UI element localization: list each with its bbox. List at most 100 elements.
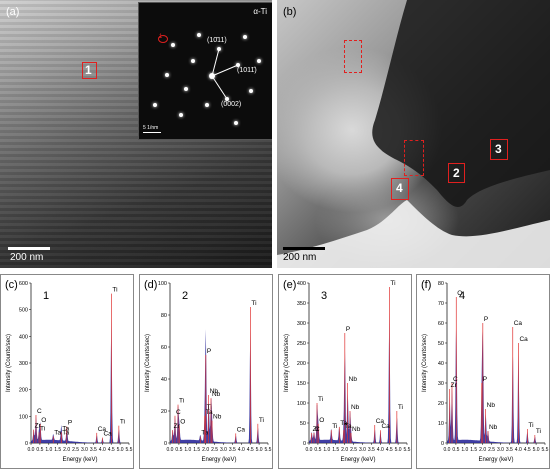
peak-label: Ti (40, 425, 45, 432)
y-tick-label: 250 (297, 341, 306, 347)
y-tick-label: 40 (161, 377, 167, 383)
peak-label: C (453, 376, 458, 383)
y-tick-label: 200 (297, 361, 306, 367)
y-tick-label: 400 (19, 334, 28, 340)
x-tick-label: 5.5 (265, 447, 272, 453)
diffraction-spot (165, 73, 169, 77)
eds-spectrum-e: (e) 0 50 100 150 200 250 300 350 400 0.0 0.5 1.0 1.5 2… (278, 274, 412, 469)
y-tick-label: 60 (438, 321, 444, 327)
peak-label: Ta (340, 420, 347, 427)
diffraction-spot (205, 103, 209, 107)
peak-label: Nb (352, 426, 361, 433)
x-tick-label: 5.5 (126, 447, 133, 453)
y-tick-label: 20 (438, 401, 444, 407)
roi-box-dashed-mid (404, 140, 424, 176)
x-axis-label: Energy (keV) (478, 457, 513, 463)
peak-label: Ti (120, 419, 125, 426)
diffraction-spot (234, 121, 238, 125)
roi-box-1 (82, 62, 97, 79)
tem-image-a: (a) 1 α-Ti 1 (10̄11) (0, 0, 272, 268)
x-tick-label: 0.5 (36, 447, 43, 453)
x-tick-label: 1.0 (184, 447, 191, 453)
y-axis-label: Intensity (Counts/sec) (6, 334, 12, 392)
y-tick-label: 0 (441, 441, 444, 447)
x-tick-label: 4.5 (108, 447, 115, 453)
peak-label: Ti (259, 417, 264, 424)
peak-label: O (319, 417, 324, 424)
scale-bar-a (8, 247, 50, 250)
roi-box-4 (391, 178, 409, 200)
y-tick-label: 350 (297, 301, 306, 307)
peak-label: Ta (54, 429, 61, 436)
x-tick-label: 4.0 (238, 447, 245, 453)
peak-label: Ti (112, 287, 117, 294)
x-tick-label: 3.0 (497, 447, 504, 453)
x-tick-label: 3.5 (506, 447, 513, 453)
y-tick-label: 0 (303, 441, 306, 447)
x-tick-label: 2.0 (479, 447, 486, 453)
x-tick-label: 1.5 (193, 447, 200, 453)
peak-label: Ti (179, 398, 184, 405)
diffraction-index-lines (211, 48, 239, 100)
x-tick-label: 2.5 (211, 447, 218, 453)
spectrum-plot: 0 50 100 150 200 250 300 350 400 0.0 0.5 1.0 1.5 2.0 2… (284, 280, 411, 463)
x-tick-label: 2.5 (350, 447, 357, 453)
spectrum-number: 1 (43, 290, 49, 302)
x-tick-label: 5.5 (542, 447, 549, 453)
x-tick-label: 4.5 (386, 447, 393, 453)
spectrum-area (447, 309, 545, 443)
peak-label: C (176, 409, 181, 416)
y-tick-label: 150 (297, 381, 306, 387)
inset-scale-text: 5 1/nm (143, 125, 159, 131)
scale-text-a: 200 nm (10, 252, 44, 263)
peak-label: Ti (390, 280, 395, 287)
peak-label: Zr (35, 423, 42, 430)
y-tick-label: 600 (19, 281, 28, 287)
miller-index-2: (1011̄) (237, 67, 257, 74)
x-tick-label: 0.5 (175, 447, 182, 453)
y-tick-label: 100 (158, 281, 167, 287)
x-axis-label: Energy (keV) (62, 457, 97, 463)
panel-label: (f) (421, 279, 432, 291)
peak-label: Nb (349, 376, 358, 383)
x-tick-label: 3.5 (368, 447, 375, 453)
peak-label: Zr (451, 382, 458, 389)
x-tick-label: 5.5 (404, 447, 411, 453)
spectrum-number: 4 (459, 290, 465, 302)
x-tick-label: 5.0 (533, 447, 540, 453)
peak-label: P (483, 376, 487, 383)
peak-label: O (41, 417, 46, 424)
peak-label: O (180, 418, 185, 425)
x-tick-label: 1.5 (470, 447, 477, 453)
peak-label: Nb (351, 404, 360, 411)
scale-bar-b (283, 247, 325, 250)
x-tick-label: 3.0 (220, 447, 227, 453)
panel-label-a: (a) (6, 6, 20, 18)
spectrum-area (170, 320, 268, 443)
eds-spectrum-f: (f) 0 10 20 30 40 50 60 70 80 0.0 0.5 1.0 1.5 2.0 2.5 3.… (416, 274, 550, 469)
x-tick-label: 4.5 (247, 447, 254, 453)
peak-label: Ca (98, 426, 107, 433)
x-tick-label: 3.0 (359, 447, 366, 453)
x-tick-label: 2.0 (341, 447, 348, 453)
diffraction-spot (153, 103, 157, 107)
y-tick-label: 80 (438, 281, 444, 287)
y-tick-label: 200 (19, 388, 28, 394)
panel-label: (d) (144, 279, 158, 291)
x-tick-label: 4.5 (524, 447, 531, 453)
panel-label-b: (b) (283, 6, 297, 18)
tem-image-b: (b) 2 3 4 200 nm (277, 0, 550, 268)
roi-label-4: 4 (396, 181, 403, 195)
peak-label: Ti (398, 404, 403, 411)
x-tick-label: 0.5 (314, 447, 321, 453)
spectrum-plot: 0 10 20 30 40 50 60 70 80 0.0 0.5 1.0 1.5 2.0 2.5 3.0 3.… (422, 281, 549, 463)
panel-label: (e) (283, 279, 297, 291)
y-tick-label: 300 (297, 321, 306, 327)
x-tick-label: 1.0 (45, 447, 52, 453)
peak-label: O (457, 290, 462, 297)
roi-label-1: 1 (85, 63, 92, 77)
x-tick-label: 0.0 (306, 447, 313, 453)
peak-label: Ti (318, 396, 323, 403)
peak-label: Ca (519, 336, 528, 343)
diffraction-spot-marker (158, 35, 168, 43)
